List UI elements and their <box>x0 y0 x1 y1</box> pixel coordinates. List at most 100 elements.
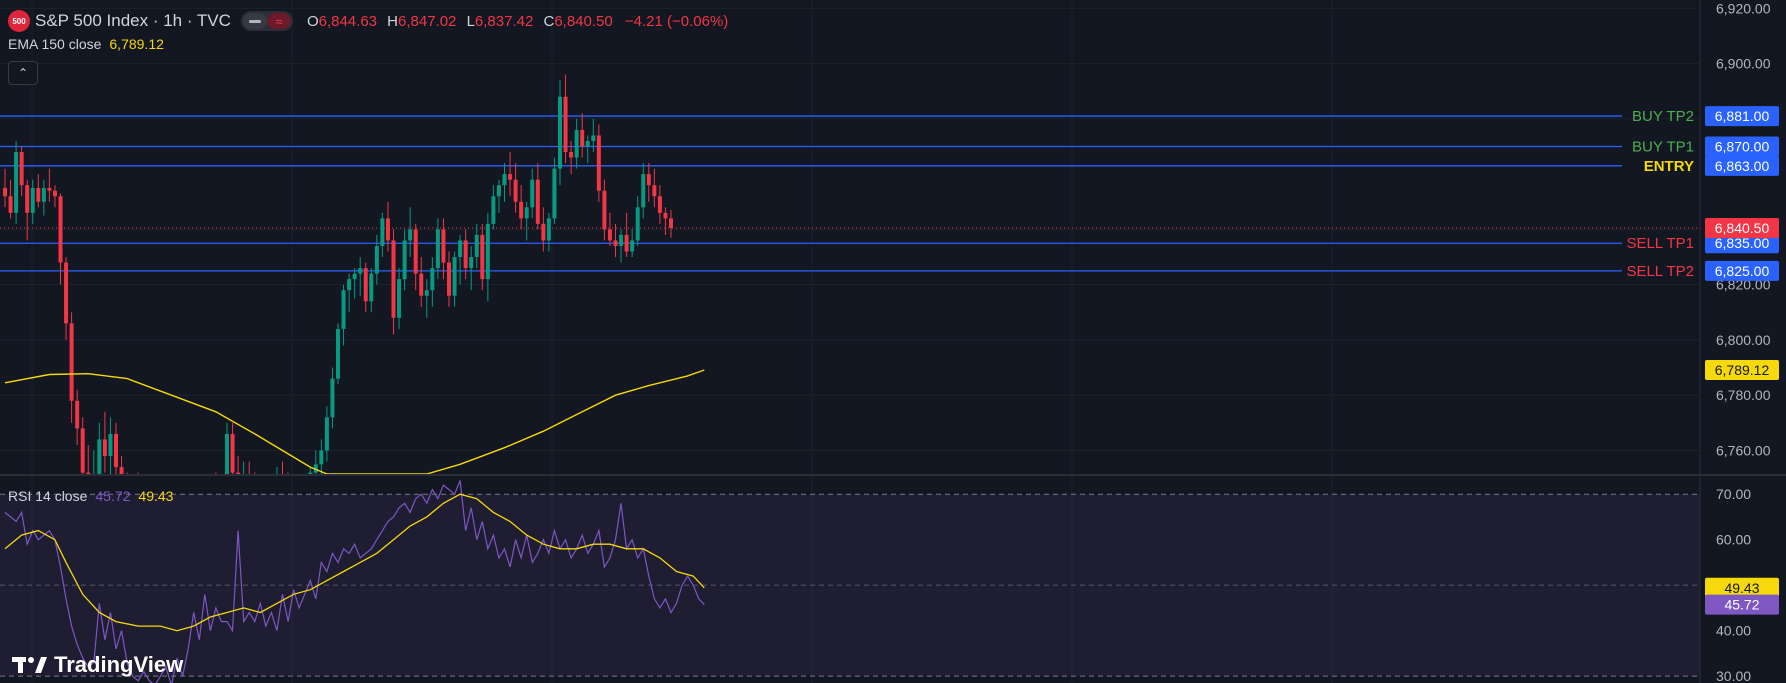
candle-body[interactable] <box>336 328 340 379</box>
candle-body[interactable] <box>447 262 451 296</box>
candle-body[interactable] <box>347 279 352 291</box>
candle-body[interactable] <box>630 240 635 252</box>
candle-body[interactable] <box>458 240 463 258</box>
candle-body[interactable] <box>374 245 379 274</box>
candle-body[interactable] <box>552 168 557 219</box>
candle-body[interactable] <box>607 229 612 241</box>
candle-body[interactable] <box>369 273 374 302</box>
candle-body[interactable] <box>14 152 19 213</box>
candle-body[interactable] <box>58 196 63 263</box>
symbol-badge[interactable]: 500 <box>8 10 30 32</box>
candle-body[interactable] <box>64 262 69 324</box>
candle-body[interactable] <box>424 290 429 296</box>
rsi-ma-tag[interactable] <box>1705 577 1779 598</box>
ema-legend[interactable]: EMA 150 close 6,789.12 <box>8 36 164 52</box>
candle-body[interactable] <box>8 196 13 213</box>
legend-toggle-pill[interactable]: ≈ <box>240 11 293 31</box>
candle-body[interactable] <box>485 223 490 280</box>
level-price-tag[interactable] <box>1705 155 1779 176</box>
candle-body[interactable] <box>275 478 279 489</box>
candle-body[interactable] <box>646 174 651 186</box>
candle-body[interactable] <box>524 207 529 219</box>
candle-body[interactable] <box>480 234 485 280</box>
last-price-tag[interactable] <box>1705 218 1779 239</box>
candle-body[interactable] <box>569 152 574 158</box>
candle-body[interactable] <box>463 240 468 269</box>
level-price-tag[interactable] <box>1705 136 1779 157</box>
candle-body[interactable] <box>663 212 668 219</box>
ema-price-tag[interactable] <box>1705 360 1779 381</box>
candle-body[interactable] <box>69 323 74 401</box>
price-pane[interactable] <box>0 74 1700 548</box>
candle-body[interactable] <box>669 218 673 229</box>
rsi-ma-line[interactable] <box>4 493 705 632</box>
minus-icon[interactable] <box>242 13 267 29</box>
candle-body[interactable] <box>247 478 251 489</box>
candle-body[interactable] <box>546 218 551 241</box>
candle-body[interactable] <box>36 187 41 202</box>
candle-body[interactable] <box>86 472 91 484</box>
candle-body[interactable] <box>380 218 385 246</box>
candle-body[interactable] <box>324 417 329 451</box>
candle-body[interactable] <box>352 273 357 280</box>
candle-body[interactable] <box>430 268 435 291</box>
candle-body[interactable] <box>619 234 624 246</box>
candle-body[interactable] <box>624 234 629 252</box>
candle-body[interactable] <box>41 187 46 202</box>
level-price-tag[interactable] <box>1705 106 1779 127</box>
collapse-legend-button[interactable]: ⌃ <box>8 61 38 85</box>
candle-body[interactable] <box>75 400 80 429</box>
candle-body[interactable] <box>30 187 35 213</box>
candle-body[interactable] <box>435 229 440 269</box>
candle-body[interactable] <box>102 439 107 457</box>
candle-body[interactable] <box>242 478 246 484</box>
candle-body[interactable] <box>652 185 657 197</box>
candle-body[interactable] <box>236 472 241 484</box>
candle-body[interactable] <box>230 433 235 473</box>
candle-body[interactable] <box>580 129 585 147</box>
candle-body[interactable] <box>469 257 474 269</box>
price-axis[interactable]: 6,920.006,900.006,820.006,800.006,780.00… <box>1705 0 1779 683</box>
candle-body[interactable] <box>441 229 446 263</box>
rsi-tag[interactable] <box>1705 594 1779 615</box>
candle-body[interactable] <box>385 218 390 241</box>
candle-body[interactable] <box>397 279 402 318</box>
candle-body[interactable] <box>80 428 85 473</box>
candle-body[interactable] <box>19 152 24 186</box>
candle-body[interactable] <box>358 268 363 274</box>
level-price-tag[interactable] <box>1705 233 1779 254</box>
candle-body[interactable] <box>519 201 524 219</box>
candle-body[interactable] <box>308 472 313 484</box>
candle-body[interactable] <box>114 433 118 468</box>
candle-body[interactable] <box>313 464 318 473</box>
candle-body[interactable] <box>508 174 513 180</box>
candle-body[interactable] <box>574 129 579 158</box>
candle-body[interactable] <box>281 478 285 484</box>
candle-body[interactable] <box>363 268 368 302</box>
rsi-legend[interactable]: RSI 14 close 45.72 49.43 <box>8 488 173 504</box>
candle-body[interactable] <box>413 229 418 274</box>
candle-body[interactable] <box>641 174 646 208</box>
candle-body[interactable] <box>474 234 479 258</box>
candle-body[interactable] <box>535 179 540 224</box>
candle-body[interactable] <box>541 223 546 241</box>
wave-icon[interactable]: ≈ <box>266 13 291 29</box>
candle-body[interactable] <box>657 196 662 213</box>
candle-body[interactable] <box>391 240 396 318</box>
candle-body[interactable] <box>452 257 457 296</box>
rsi-pane[interactable] <box>0 480 1700 683</box>
candle-body[interactable] <box>585 140 590 147</box>
candle-body[interactable] <box>513 179 518 202</box>
candle-body[interactable] <box>635 207 640 241</box>
ema-line[interactable] <box>4 369 705 474</box>
candle-body[interactable] <box>97 439 102 478</box>
candle-body[interactable] <box>591 135 596 141</box>
candle-body[interactable] <box>596 135 601 191</box>
candle-body[interactable] <box>52 190 57 197</box>
candle-body[interactable] <box>225 433 229 489</box>
candle-body[interactable] <box>558 96 562 169</box>
rsi-line[interactable] <box>4 480 705 683</box>
candle-body[interactable] <box>491 196 496 224</box>
candle-body[interactable] <box>530 179 535 208</box>
